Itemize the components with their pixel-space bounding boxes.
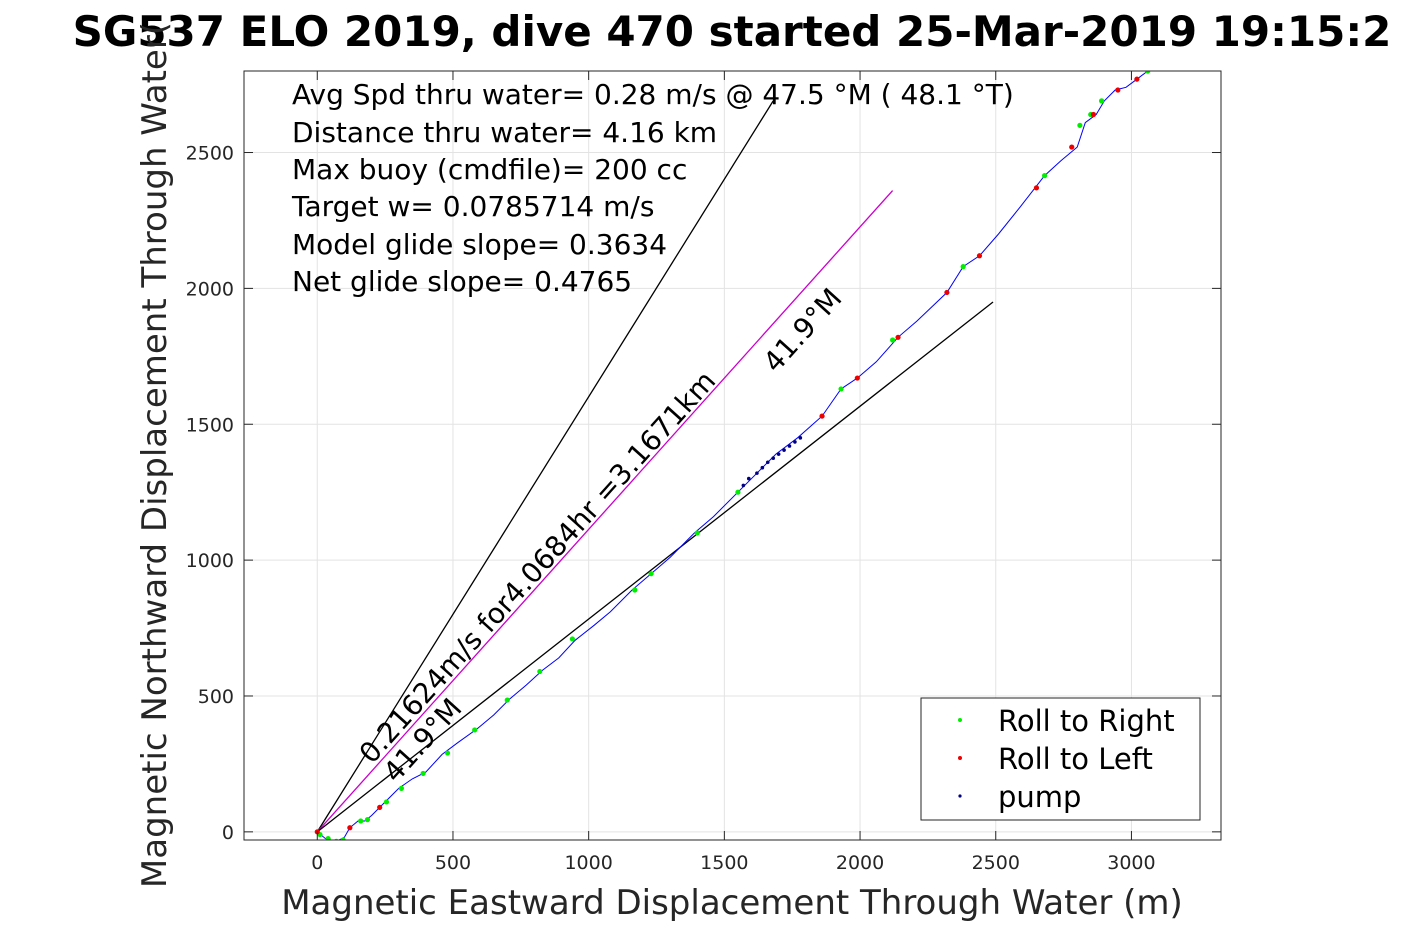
point-pump xyxy=(771,456,776,461)
point-roll-to-left xyxy=(854,375,860,381)
point-roll-to-right xyxy=(1098,98,1105,104)
point-roll-to-left xyxy=(377,804,383,810)
stats-annotations: Avg Spd thru water= 0.28 m/s @ 47.5 °M (… xyxy=(291,78,1014,298)
point-pump xyxy=(746,476,751,481)
point-roll-to-right xyxy=(325,836,331,840)
point-roll-to-right xyxy=(340,837,346,840)
x-tick-label: 0 xyxy=(311,852,323,874)
y-axis-label: Magnetic Northward Displacement Through … xyxy=(135,22,175,888)
point-roll-to-right xyxy=(735,489,741,495)
annotation-distance: Distance thru water= 4.16 km xyxy=(292,116,717,149)
annotation-max-buoy: Max buoy (cmdfile)= 200 cc xyxy=(292,153,687,186)
track-line xyxy=(316,71,1149,840)
point-roll-to-right xyxy=(890,337,896,343)
point-pump xyxy=(755,471,759,475)
legend-marker-roll-right xyxy=(958,718,962,722)
x-tick-label: 2000 xyxy=(836,852,884,874)
point-roll-to-right xyxy=(358,818,364,824)
axis-ticks: 0 500 1000 1500 2000 2500 3000 0 500 1000 1500 2000… xyxy=(186,71,1221,874)
chart-title: SG537 ELO 2019, dive 470 started 25-Mar-… xyxy=(73,7,1392,56)
point-pump xyxy=(776,452,781,456)
grid-lines xyxy=(244,71,1221,840)
x-tick-label: 500 xyxy=(435,852,471,874)
point-pump xyxy=(741,483,746,488)
point-roll-to-right xyxy=(537,668,543,675)
legend-label-roll-right: Roll to Right xyxy=(998,704,1175,738)
annotation-net-glide: Net glide slope= 0.4765 xyxy=(292,265,632,298)
point-roll-to-left xyxy=(976,253,983,259)
point-roll-to-left xyxy=(895,334,901,340)
reference-line-0 xyxy=(316,100,774,833)
y-tick-label: 2500 xyxy=(186,143,234,165)
point-roll-to-right xyxy=(838,386,844,392)
speed-line-label: 0.21624m/s for4.0684hr =3.1671km xyxy=(353,364,722,769)
y-tick-label: 1500 xyxy=(186,414,234,436)
point-roll-to-left xyxy=(944,289,950,296)
point-pump xyxy=(765,460,770,465)
annotation-model-glide: Model glide slope= 0.3634 xyxy=(292,228,667,261)
point-roll-to-right xyxy=(1145,71,1151,74)
point-roll-to-right xyxy=(632,587,638,593)
x-tick-label: 1000 xyxy=(564,852,612,874)
annotation-avg-speed: Avg Spd thru water= 0.28 m/s @ 47.5 °M (… xyxy=(292,78,1014,111)
legend: Roll to Right Roll to Left pump xyxy=(920,697,1201,821)
point-roll-to-right xyxy=(648,571,654,577)
point-pump xyxy=(760,465,765,470)
point-roll-to-right xyxy=(960,264,966,270)
reference-line-2 xyxy=(316,301,994,833)
point-roll-to-right xyxy=(364,817,371,823)
point-roll-to-left xyxy=(1090,111,1097,118)
point-roll-to-right xyxy=(472,727,478,733)
reference-lines xyxy=(316,100,994,833)
x-axis-label: Magnetic Eastward Displacement Through W… xyxy=(281,883,1183,923)
point-roll-to-right xyxy=(1077,122,1083,128)
legend-marker-pump xyxy=(958,794,962,798)
point-pump xyxy=(782,448,786,452)
x-tick-label: 1500 xyxy=(700,852,748,874)
point-roll-to-right xyxy=(1041,173,1048,179)
axes-box xyxy=(243,70,1222,841)
point-roll-to-right xyxy=(398,785,405,791)
reference-line-1 xyxy=(316,190,894,833)
x-tick-label: 2500 xyxy=(972,852,1020,874)
y-tick-label: 1000 xyxy=(186,550,234,572)
point-roll-to-left xyxy=(1033,185,1040,191)
point-pump xyxy=(798,436,803,440)
legend-label-roll-left: Roll to Left xyxy=(998,742,1153,776)
legend-label-pump: pump xyxy=(998,780,1081,814)
point-roll-to-left xyxy=(1069,144,1075,150)
point-roll-to-right xyxy=(569,636,575,642)
point-roll-to-right xyxy=(694,530,700,536)
point-roll-to-right xyxy=(383,799,390,805)
point-roll-to-left xyxy=(819,413,825,419)
y-tick-label: 0 xyxy=(222,822,234,844)
point-roll-to-left xyxy=(347,825,353,831)
legend-box xyxy=(920,697,1201,821)
track-markers xyxy=(314,71,1151,840)
point-roll-to-right xyxy=(444,750,451,756)
point-pump xyxy=(787,444,792,448)
legend-marker-roll-left xyxy=(958,756,962,760)
y-tick-label: 500 xyxy=(198,686,234,708)
y-tick-label: 2000 xyxy=(186,278,234,300)
point-pump xyxy=(793,440,797,444)
point-roll-to-right xyxy=(420,770,426,777)
point-roll-to-right xyxy=(504,697,510,703)
annotation-target-w: Target w= 0.0785714 m/s xyxy=(291,190,654,223)
point-roll-to-left xyxy=(1134,76,1140,82)
point-roll-to-left xyxy=(1115,87,1121,93)
x-tick-label: 3000 xyxy=(1107,852,1155,874)
heading-label-upper: 41.9°M xyxy=(757,282,849,379)
